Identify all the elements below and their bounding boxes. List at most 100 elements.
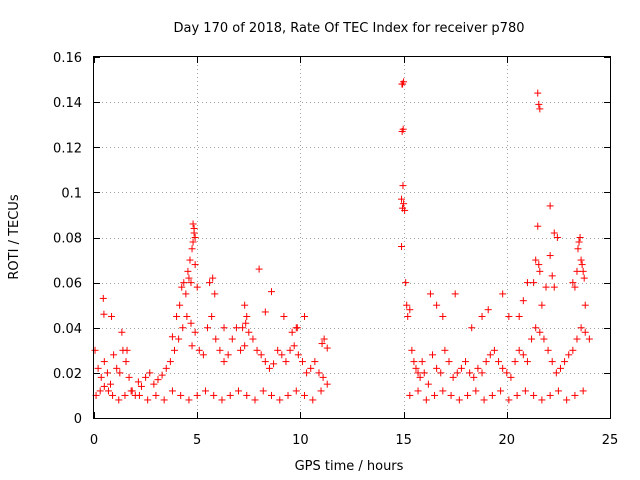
data-point [91,346,99,354]
data-point [150,380,158,388]
y-tick-label: 0 [74,412,82,427]
data-point [249,335,257,343]
data-point [187,319,195,327]
data-point [554,387,562,395]
data-point [503,369,511,377]
y-tick-label: 0.12 [53,141,82,156]
data-point [261,358,269,366]
x-axis-label: GPS time / hours [295,459,404,474]
data-point [113,364,121,372]
data-point [401,206,409,214]
data-point [404,312,412,320]
data-point [293,324,301,332]
data-point [208,312,216,320]
data-point [431,391,439,399]
x-tick-label: 0 [90,433,98,448]
data-point [451,290,459,298]
data-point [534,89,542,97]
data-point [569,279,577,287]
chart-title: Day 170 of 2018, Rate Of TEC Index for r… [174,21,525,36]
data-point [315,369,323,377]
data-point [414,387,422,395]
data-point [294,351,302,359]
data-point [188,342,196,350]
data-point [472,387,480,395]
data-point [544,346,552,354]
data-point [206,279,214,287]
data-point [243,391,251,399]
data-point [182,290,190,298]
data-point [278,351,286,359]
data-point [420,369,428,377]
data-point [550,283,558,291]
data-point [519,297,527,305]
data-point [162,364,170,372]
data-point [573,267,581,275]
data-point [478,369,486,377]
data-point [268,391,276,399]
data-point [184,267,192,275]
data-point [505,312,513,320]
data-point [177,391,185,399]
data-point [575,238,583,246]
data-point [408,346,416,354]
data-point [253,346,261,354]
data-point [437,369,445,377]
data-point [301,391,309,399]
data-point [578,261,586,269]
data-point [191,328,199,336]
data-point [103,369,111,377]
data-point [519,351,527,359]
data-point [523,279,531,287]
data-point [125,373,133,381]
data-point [99,294,107,302]
data-point [96,387,104,395]
data-point [579,387,587,395]
y-tick-labels: 0 0.02 0.04 0.06 0.08 0.1 0.12 0.14 0.16 [53,51,82,427]
data-point [561,358,569,366]
data-point [580,274,588,282]
data-point [576,234,584,241]
data-point [552,369,560,377]
data-point [577,324,585,332]
data-point [134,378,142,386]
data-point [428,351,436,359]
data-point [439,387,447,395]
data-point [276,396,284,404]
data-point [290,342,298,350]
data-point [563,396,571,404]
data-point [216,346,224,354]
data-point [577,256,585,264]
data-point [218,396,226,404]
data-point [116,369,124,377]
data-point [548,272,556,280]
data-point [581,328,589,336]
data-point [123,346,131,354]
data-point [265,364,273,372]
data-point [542,283,550,291]
data-point [188,245,196,253]
data-point [154,376,162,384]
data-point [453,369,461,377]
y-axis-label: ROTI / TECUs [7,194,22,279]
data-point [323,380,331,388]
data-point [251,396,259,404]
data-point [521,387,529,395]
data-point [535,261,543,269]
data-point [168,333,176,341]
data-point [406,306,414,314]
data-point [424,380,432,388]
data-point [398,195,406,203]
data-point [486,351,494,359]
data-point [146,369,154,377]
data-point [403,301,411,309]
data-point [317,387,325,395]
data-point [180,279,188,287]
data-point [186,256,194,264]
x-tick-label: 5 [193,433,201,448]
data-point [166,358,174,366]
data-point [189,220,197,228]
data-point [488,391,496,399]
data-point [523,358,531,366]
